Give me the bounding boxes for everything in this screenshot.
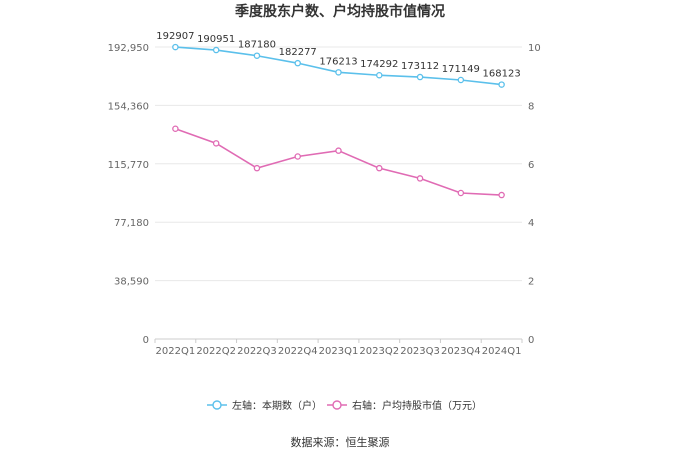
data-point (335, 69, 342, 76)
left-tick-label: 77,180 (114, 218, 149, 229)
data-point (212, 140, 220, 147)
data-point (498, 81, 505, 88)
data-point (212, 46, 220, 54)
legend: 左轴：本期数（户） 右轴：户均持股市值（万元） (207, 399, 482, 412)
data-point (335, 147, 342, 154)
legend-item[interactable]: 右轴：户均持股市值（万元） (327, 399, 482, 412)
right-tick-label: 6 (528, 160, 534, 171)
data-label: 182277 (279, 47, 317, 58)
right-axis: 0 2 4 6 8 10 (528, 43, 541, 346)
data-point (376, 164, 383, 172)
left-tick-label: 0 (143, 335, 149, 346)
left-tick-label: 154,360 (108, 101, 149, 112)
data-point (376, 71, 383, 79)
data-point (172, 43, 179, 51)
right-tick-label: 2 (528, 277, 534, 288)
legend-swatch-marker (332, 400, 342, 410)
right-tick-label: 8 (528, 101, 534, 112)
data-label: 192907 (156, 31, 194, 42)
data-point (253, 164, 261, 172)
data-label: 171149 (442, 64, 480, 75)
data-point (416, 73, 424, 81)
data-label: 174292 (360, 59, 398, 70)
x-tick-label: 2023Q4 (441, 346, 481, 357)
data-label: 173112 (401, 61, 439, 72)
right-tick-label: 0 (528, 335, 534, 346)
data-label: 176213 (319, 56, 357, 67)
data-label: 187180 (238, 40, 276, 51)
x-tick-label: 2023Q3 (400, 346, 440, 357)
data-point (416, 175, 424, 182)
left-tick-label: 192,950 (108, 43, 149, 54)
right-tick-label: 10 (528, 43, 541, 54)
legend-label: 右轴：户均持股市值（万元） (352, 399, 482, 412)
x-tick-label: 2023Q1 (319, 346, 359, 357)
series-line (175, 128, 502, 196)
data-point (253, 52, 261, 59)
data-point (294, 153, 301, 160)
data-point (172, 125, 179, 133)
left-tick-label: 115,770 (108, 160, 149, 171)
data-point (294, 59, 301, 67)
left-axis: 0 38,590 77,180 115,770 154,360 192,950 (108, 43, 149, 346)
data-source: 数据来源：恒生聚源 (291, 435, 390, 449)
x-tick-label: 2022Q2 (196, 346, 236, 357)
data-point (457, 76, 465, 84)
data-point (498, 191, 505, 199)
x-tick-label: 2023Q2 (359, 346, 399, 357)
series-avg-holding-value (172, 125, 505, 199)
x-tick-label: 2022Q1 (156, 346, 196, 357)
legend-label: 左轴：本期数（户） (232, 399, 322, 412)
left-tick-label: 38,590 (114, 277, 149, 288)
right-tick-label: 4 (528, 218, 534, 229)
legend-item[interactable]: 左轴：本期数（户） (207, 399, 322, 412)
x-tick-label: 2022Q4 (278, 346, 318, 357)
legend-swatch-marker (212, 400, 222, 410)
data-point (457, 189, 465, 197)
x-tick-label: 2022Q3 (237, 346, 277, 357)
data-label: 168123 (483, 69, 521, 80)
x-tick-label: 2024Q1 (482, 346, 522, 357)
data-label: 190951 (197, 34, 235, 45)
x-axis: 2022Q1 2022Q2 2022Q3 2022Q4 2023Q1 2023Q2 2023… (154, 339, 523, 357)
chart-title: 季度股东户数、户均持股市值情况 (234, 3, 445, 20)
